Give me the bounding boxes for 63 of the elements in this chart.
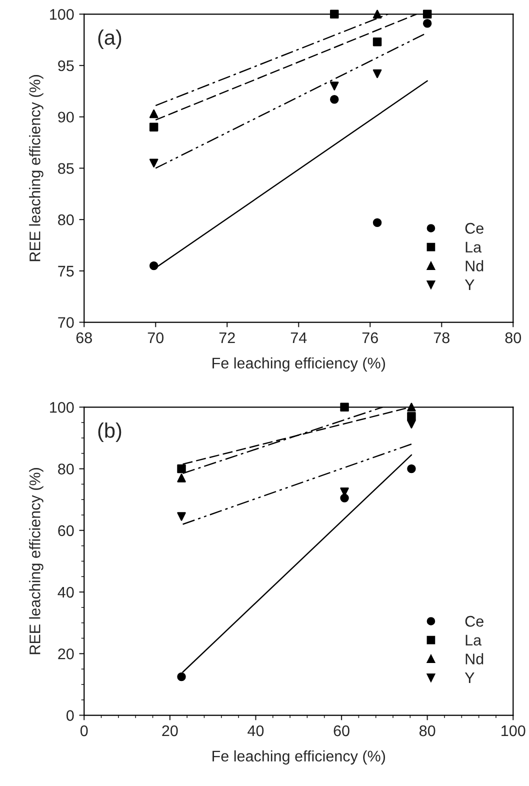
- point: [340, 402, 349, 412]
- x-tick-label: 68: [76, 332, 92, 344]
- y-tick-label: 80: [58, 214, 74, 226]
- point: [340, 494, 349, 502]
- legend-label: Nd: [466, 260, 484, 272]
- y-tick-label: 60: [58, 525, 74, 536]
- y-tick-label: 70: [58, 317, 74, 328]
- y-tick-label: 0: [66, 710, 74, 721]
- y-axis-title: REE leaching efficiency (%): [29, 75, 44, 262]
- point: [149, 109, 158, 118]
- point: [149, 158, 158, 168]
- point: [407, 464, 416, 474]
- legend-label: Ce: [465, 616, 484, 627]
- y-tick-label: 100: [50, 402, 74, 413]
- legend-label: La: [466, 634, 482, 646]
- y-axis-title: REE leaching efficiency (%): [29, 468, 44, 654]
- y-tick-label: 20: [58, 648, 74, 660]
- legend-label: Y: [464, 672, 474, 684]
- x-axis-title: Fe leaching efficiency (%): [212, 357, 386, 372]
- x-tick-label: 72: [219, 332, 235, 344]
- point: [372, 10, 382, 19]
- x-tick-label: 80: [419, 725, 436, 736]
- y-tick-label: 100: [50, 9, 74, 20]
- x-tick-label: 78: [434, 332, 450, 344]
- point: [372, 38, 382, 46]
- legend-label: Nd: [466, 653, 484, 664]
- annotation: (a): [98, 30, 122, 49]
- point: [177, 464, 186, 474]
- point: [177, 672, 186, 682]
- x-tick-label: 100: [502, 725, 526, 736]
- point: [330, 95, 339, 104]
- y-tick-label: 95: [58, 60, 74, 72]
- point: [422, 10, 432, 19]
- legend-label: Y: [464, 280, 474, 290]
- legend-label: La: [466, 242, 482, 253]
- y-tick-label: 80: [58, 464, 74, 474]
- y-tick-label: 40: [58, 586, 74, 598]
- annotation: (b): [98, 422, 122, 442]
- x-axis-title: Fe leaching efficiency (%): [212, 750, 386, 765]
- point: [407, 412, 416, 421]
- x-tick-label: 74: [290, 332, 307, 344]
- y-tick-label: 85: [58, 163, 74, 174]
- point: [330, 82, 339, 90]
- point: [407, 420, 416, 428]
- point: [177, 474, 186, 482]
- point: [372, 69, 382, 78]
- point: [372, 218, 382, 228]
- point: [149, 122, 158, 132]
- y-tick-label: 75: [58, 266, 74, 277]
- point: [330, 10, 339, 19]
- x-tick-label: 60: [334, 725, 350, 736]
- x-tick-label: 80: [505, 332, 522, 344]
- y-tick-label: 90: [58, 112, 74, 123]
- x-tick-label: 40: [248, 725, 264, 736]
- x-tick-label: 76: [362, 332, 378, 344]
- point: [149, 261, 158, 270]
- x-tick-label: 0: [80, 725, 88, 736]
- legend-label: Ce: [465, 222, 484, 234]
- point: [407, 402, 416, 412]
- point: [422, 19, 432, 28]
- point: [177, 512, 186, 521]
- x-tick-label: 20: [162, 725, 178, 736]
- x-tick-label: 70: [148, 332, 164, 344]
